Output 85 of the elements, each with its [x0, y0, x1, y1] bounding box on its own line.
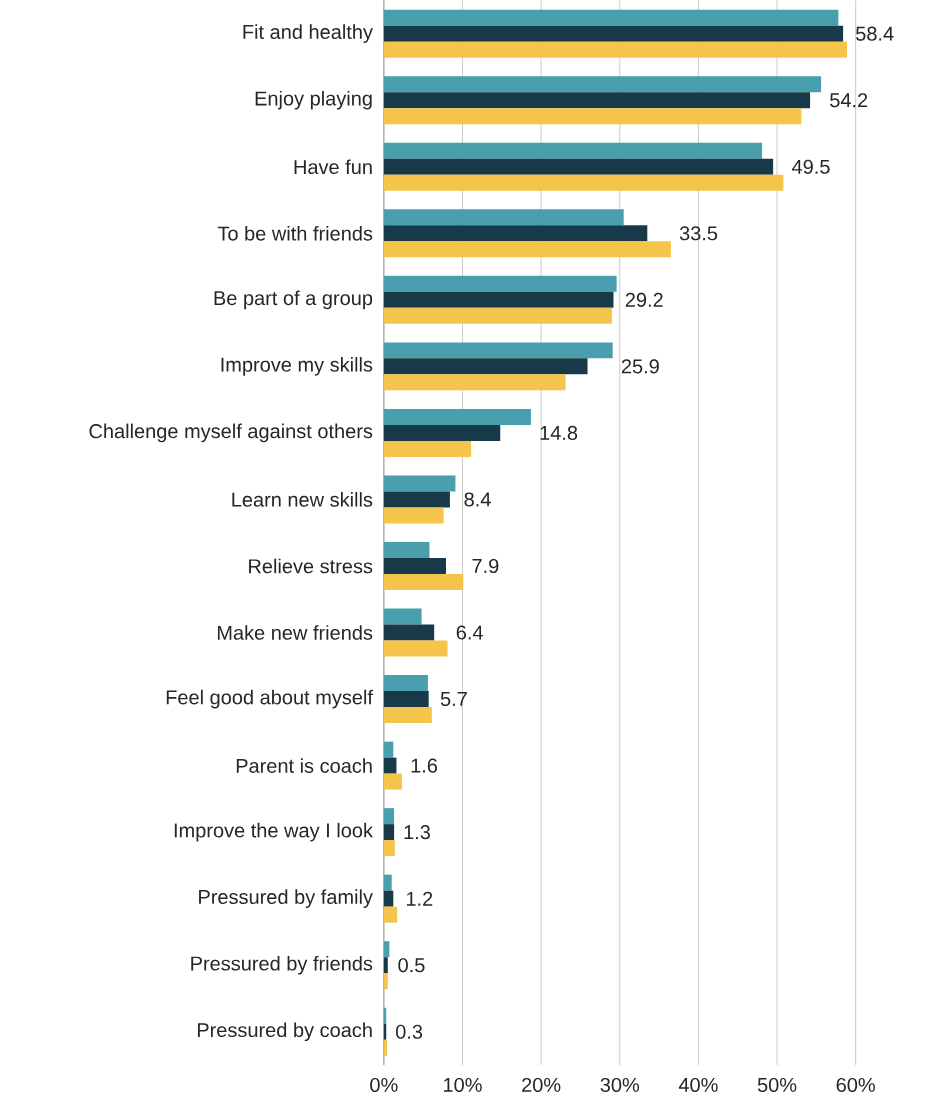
bar	[384, 507, 444, 524]
bar	[384, 874, 392, 891]
bar	[384, 342, 613, 359]
bar	[384, 741, 394, 758]
y-tick-label: Learn new skills	[232, 492, 373, 507]
bar	[384, 174, 784, 191]
bar	[384, 307, 613, 324]
bar	[384, 158, 774, 175]
y-tick-label: Have fun	[294, 159, 372, 175]
data-label: 25.9	[622, 359, 660, 374]
x-tick-label: 60%	[836, 1077, 876, 1093]
data-label: 54.2	[830, 93, 868, 108]
bar	[384, 76, 822, 93]
y-tick-label: Parent is coach	[237, 758, 372, 773]
bar	[384, 491, 451, 508]
y-tick-label: Make new friends	[218, 625, 373, 640]
data-label: 5.7	[441, 692, 467, 707]
y-tick-label: Challenge myself against others	[89, 423, 373, 443]
bar	[384, 209, 624, 226]
bar	[384, 291, 614, 308]
y-tick-label: Pressured by friends	[191, 955, 373, 975]
bar	[384, 475, 456, 492]
bar	[384, 408, 532, 425]
bar	[384, 640, 448, 657]
bar	[384, 142, 763, 159]
y-tick-label: Improve my skills	[221, 357, 373, 376]
x-tick-label: 20%	[522, 1077, 561, 1093]
bar	[384, 92, 811, 109]
bar	[384, 41, 848, 58]
data-label: 49.5	[792, 159, 830, 174]
bar	[384, 541, 430, 558]
bar	[384, 225, 648, 242]
x-tick-label: 30%	[600, 1077, 640, 1093]
bar	[384, 773, 403, 790]
bar	[384, 757, 397, 774]
bar	[384, 691, 429, 708]
bar	[384, 557, 447, 574]
data-label: 8.4	[464, 492, 491, 507]
bar	[384, 424, 501, 441]
data-label: 1.6	[411, 758, 438, 773]
bar	[384, 890, 394, 907]
bar	[384, 440, 472, 457]
bar	[384, 973, 388, 990]
bar	[384, 108, 802, 125]
data-label: 0.5	[398, 958, 425, 973]
bar	[384, 808, 395, 825]
bar	[384, 9, 839, 26]
bar	[384, 840, 396, 857]
bar	[384, 906, 398, 923]
data-label: 7.9	[472, 558, 499, 574]
bar	[384, 275, 617, 292]
data-label: 33.5	[680, 226, 718, 241]
data-label: 29.2	[626, 292, 663, 307]
data-label: 14.8	[540, 425, 578, 440]
bar	[384, 25, 844, 42]
y-tick-label: Pressured by coach	[198, 1022, 372, 1042]
x-tick-label: 50%	[758, 1077, 797, 1093]
y-tick-label: Be part of a group	[214, 290, 373, 310]
y-tick-label: Pressured by family	[199, 889, 374, 908]
bar	[384, 824, 395, 841]
bar	[384, 1039, 388, 1056]
x-tick-label: 40%	[679, 1077, 718, 1093]
x-tick-label: 10%	[444, 1077, 482, 1093]
y-tick-label: Improve the way I look	[175, 822, 374, 842]
bar	[384, 374, 566, 391]
y-tick-label: Relieve stress	[249, 558, 373, 574]
bar	[384, 573, 464, 590]
bar	[384, 241, 672, 258]
bar	[384, 957, 388, 974]
data-label: 1.2	[407, 891, 433, 906]
y-tick-label: To be with friends	[218, 225, 373, 241]
data-label: 6.4	[456, 625, 484, 640]
y-tick-label: Feel good about myself	[166, 689, 374, 709]
y-tick-label: Enjoy playing	[255, 90, 372, 110]
bar	[384, 624, 435, 641]
bar	[384, 675, 429, 692]
x-tick-label: 0%	[370, 1077, 398, 1093]
y-tick-label: Fit and healthy	[243, 24, 374, 43]
data-label: 58.4	[856, 26, 894, 41]
bar	[384, 941, 390, 958]
data-label: 0.3	[396, 1024, 423, 1039]
data-label: 1.3	[404, 825, 431, 840]
bar	[384, 358, 588, 375]
bar	[384, 608, 422, 625]
bar	[384, 707, 432, 724]
